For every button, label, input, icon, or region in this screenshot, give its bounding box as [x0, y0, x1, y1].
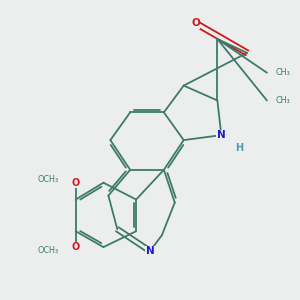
Text: CH₃: CH₃	[276, 96, 291, 105]
Text: O: O	[72, 178, 80, 188]
Text: OCH₃: OCH₃	[37, 175, 58, 184]
Text: O: O	[191, 18, 200, 28]
Text: N: N	[217, 130, 226, 140]
Text: N: N	[146, 246, 154, 256]
Text: CH₃: CH₃	[276, 68, 291, 77]
Text: H: H	[235, 143, 243, 153]
Text: O: O	[72, 242, 80, 252]
Text: OCH₃: OCH₃	[37, 246, 58, 255]
